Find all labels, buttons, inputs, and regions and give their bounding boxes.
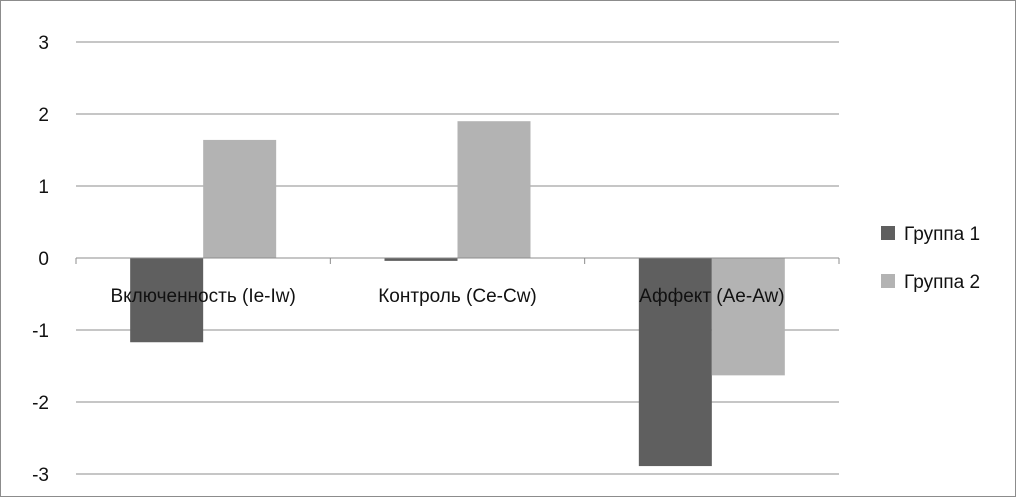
category-label: Аффект (Ae-Aw) xyxy=(639,286,785,307)
y-tick-label: 1 xyxy=(38,177,49,198)
y-tick-label: 0 xyxy=(38,249,49,270)
category-labels: Включенность (Ie-Iw) Контроль (Ce-Cw) Аффе… xyxy=(110,286,784,307)
bar-series-2-cat-2 xyxy=(458,121,531,258)
y-tick-label: 3 xyxy=(38,33,49,54)
legend-swatch-1 xyxy=(881,226,895,240)
y-axis-ticks: 3 2 1 0 -1 -2 -3 xyxy=(32,33,49,486)
legend-swatch-2 xyxy=(881,274,895,288)
y-tick-label: -3 xyxy=(32,465,49,486)
category-label: Контроль (Ce-Cw) xyxy=(378,286,537,307)
bar-series-2-cat-1 xyxy=(203,140,276,258)
y-tick-label: 2 xyxy=(38,105,49,126)
category-label: Включенность (Ie-Iw) xyxy=(110,286,295,307)
y-tick-label: -1 xyxy=(32,321,49,342)
y-tick-label: -2 xyxy=(32,393,49,414)
legend: Группа 1 Группа 2 xyxy=(881,224,980,293)
legend-label-2: Группа 2 xyxy=(904,272,980,293)
legend-label-1: Группа 1 xyxy=(904,224,980,245)
bar-series-2-cat-3 xyxy=(712,258,785,375)
